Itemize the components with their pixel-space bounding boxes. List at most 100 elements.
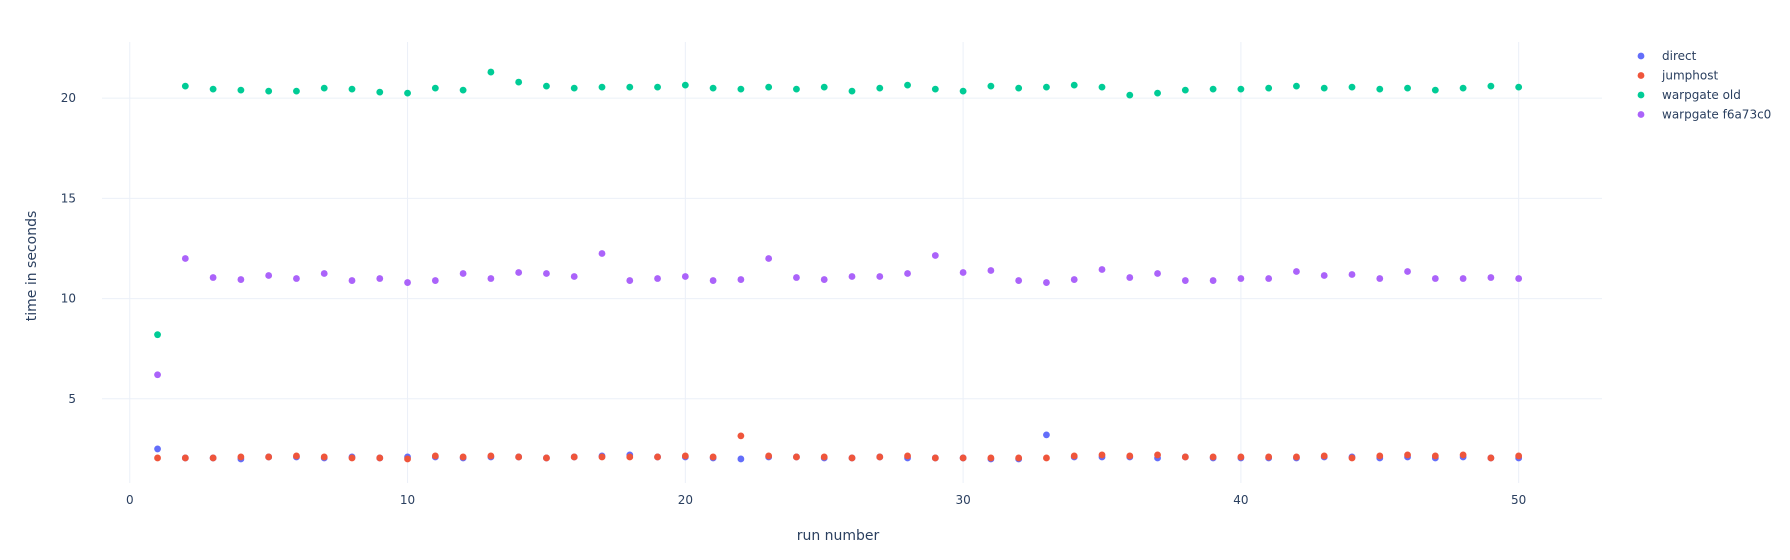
- data-point[interactable]: [1320, 452, 1328, 460]
- data-point[interactable]: [848, 454, 856, 462]
- data-point[interactable]: [793, 85, 800, 93]
- data-point[interactable]: [737, 276, 745, 283]
- data-point[interactable]: [1265, 453, 1273, 461]
- data-point[interactable]: [765, 83, 773, 91]
- data-point[interactable]: [1015, 454, 1023, 462]
- data-point[interactable]: [543, 270, 550, 277]
- data-point[interactable]: [1376, 452, 1384, 460]
- data-point[interactable]: [681, 273, 689, 280]
- data-point[interactable]: [1015, 84, 1023, 92]
- data-point[interactable]: [904, 452, 911, 460]
- data-point[interactable]: [154, 445, 161, 453]
- legend-item[interactable]: direct: [1637, 49, 1697, 63]
- data-point[interactable]: [1320, 272, 1328, 279]
- data-point[interactable]: [209, 85, 217, 93]
- data-point[interactable]: [1098, 83, 1106, 91]
- data-point[interactable]: [626, 277, 634, 284]
- data-point[interactable]: [1293, 82, 1300, 90]
- data-point[interactable]: [1181, 86, 1189, 94]
- legend[interactable]: direct jumphost warpgate old warpgate f6a73…: [1637, 49, 1772, 122]
- data-point[interactable]: [1209, 453, 1217, 461]
- data-point[interactable]: [598, 250, 606, 257]
- data-point[interactable]: [765, 255, 773, 262]
- data-point[interactable]: [209, 454, 217, 462]
- data-point[interactable]: [959, 454, 967, 462]
- data-point[interactable]: [1126, 274, 1134, 281]
- data-point[interactable]: [1320, 84, 1328, 92]
- data-point[interactable]: [1515, 275, 1523, 282]
- data-point[interactable]: [1154, 89, 1161, 97]
- data-point[interactable]: [709, 453, 717, 461]
- data-point[interactable]: [348, 85, 356, 93]
- data-point[interactable]: [904, 81, 911, 89]
- data-point[interactable]: [154, 371, 161, 379]
- data-point[interactable]: [293, 275, 300, 282]
- data-point[interactable]: [1348, 454, 1356, 462]
- data-point[interactable]: [959, 87, 967, 95]
- data-point[interactable]: [1376, 85, 1384, 93]
- data-point[interactable]: [431, 84, 439, 92]
- data-point[interactable]: [1293, 453, 1300, 461]
- data-point[interactable]: [1098, 266, 1106, 273]
- data-point[interactable]: [237, 276, 245, 283]
- data-point[interactable]: [1293, 268, 1300, 275]
- data-point[interactable]: [1404, 268, 1411, 275]
- data-point[interactable]: [1070, 452, 1078, 460]
- data-point[interactable]: [1015, 277, 1023, 284]
- data-point[interactable]: [1431, 86, 1439, 94]
- data-point[interactable]: [876, 273, 884, 280]
- data-point[interactable]: [404, 455, 411, 463]
- data-point[interactable]: [987, 267, 995, 274]
- data-point[interactable]: [293, 452, 300, 460]
- legend-item[interactable]: warpgate f6a73c0: [1637, 108, 1772, 122]
- data-point[interactable]: [737, 432, 745, 440]
- data-point[interactable]: [154, 331, 161, 339]
- data-point[interactable]: [681, 81, 689, 89]
- data-point[interactable]: [570, 84, 578, 92]
- data-point[interactable]: [737, 455, 745, 463]
- data-point[interactable]: [265, 453, 273, 461]
- data-point[interactable]: [1209, 85, 1217, 93]
- data-point[interactable]: [876, 84, 884, 92]
- data-point[interactable]: [1459, 451, 1467, 459]
- data-point[interactable]: [598, 453, 606, 461]
- data-point[interactable]: [237, 86, 245, 94]
- data-point[interactable]: [431, 277, 439, 284]
- data-point[interactable]: [487, 68, 495, 76]
- data-point[interactable]: [1070, 81, 1078, 89]
- data-point[interactable]: [1487, 454, 1495, 462]
- data-point[interactable]: [820, 276, 828, 283]
- data-point[interactable]: [265, 272, 273, 279]
- data-point[interactable]: [515, 453, 523, 461]
- data-point[interactable]: [1098, 451, 1106, 459]
- data-point[interactable]: [987, 454, 995, 462]
- data-point[interactable]: [1237, 85, 1245, 93]
- data-point[interactable]: [1181, 453, 1189, 461]
- data-point[interactable]: [1265, 84, 1273, 92]
- data-point[interactable]: [320, 84, 328, 92]
- data-point[interactable]: [793, 274, 800, 281]
- data-point[interactable]: [598, 83, 606, 91]
- data-point[interactable]: [459, 453, 467, 461]
- data-point[interactable]: [1431, 275, 1439, 282]
- data-point[interactable]: [820, 83, 828, 91]
- data-point[interactable]: [1043, 431, 1050, 439]
- data-point[interactable]: [1265, 275, 1273, 282]
- data-point[interactable]: [1043, 83, 1050, 91]
- data-point[interactable]: [404, 279, 411, 286]
- data-point[interactable]: [626, 83, 634, 91]
- data-point[interactable]: [431, 452, 439, 460]
- data-point[interactable]: [765, 452, 773, 460]
- data-point[interactable]: [459, 270, 467, 277]
- data-point[interactable]: [1459, 84, 1467, 92]
- data-point[interactable]: [931, 85, 939, 93]
- data-point[interactable]: [848, 273, 856, 280]
- data-point[interactable]: [265, 87, 273, 95]
- data-point[interactable]: [654, 275, 661, 282]
- data-point[interactable]: [1376, 275, 1384, 282]
- data-point[interactable]: [181, 82, 189, 90]
- data-point[interactable]: [1126, 452, 1134, 460]
- legend-item[interactable]: jumphost: [1637, 69, 1719, 83]
- data-point[interactable]: [626, 453, 634, 461]
- data-point[interactable]: [793, 453, 800, 461]
